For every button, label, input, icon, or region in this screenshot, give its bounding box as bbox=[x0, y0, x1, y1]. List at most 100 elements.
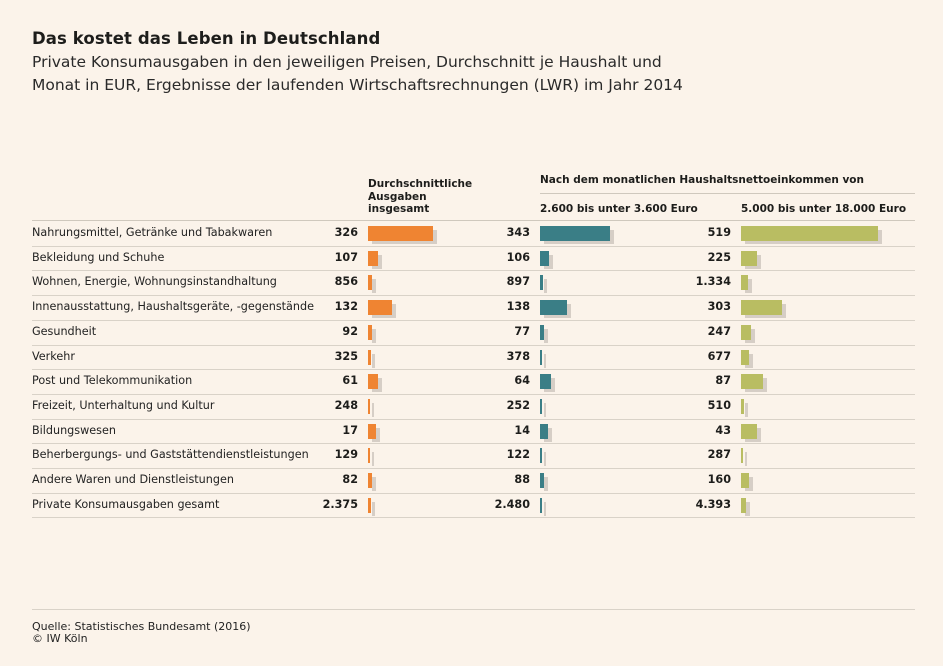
col3-header: 5.000 bis unter 18.000 Euro bbox=[741, 203, 907, 215]
category-label: Andere Waren und Dienstleistungen bbox=[32, 473, 234, 486]
row-divider bbox=[32, 245, 915, 247]
bar-fill bbox=[741, 448, 743, 464]
copyright-note: © IW Köln bbox=[32, 632, 88, 645]
value-label-col2: 343 bbox=[506, 226, 530, 239]
row-divider bbox=[32, 344, 915, 346]
value-label-col1: 17 bbox=[342, 423, 358, 437]
bar-shadow bbox=[372, 402, 375, 417]
bar-shadow bbox=[745, 402, 748, 417]
bar-fill bbox=[368, 324, 373, 340]
category-label: Freizeit, Unterhaltung und Kultur bbox=[32, 398, 215, 412]
value-label-col2: 138 bbox=[506, 300, 530, 314]
row-divider bbox=[32, 517, 915, 519]
category-label: Bildungswesen bbox=[32, 423, 116, 437]
bar-shadow bbox=[544, 452, 546, 467]
value-label-col3: 160 bbox=[707, 473, 731, 486]
bar-shadow bbox=[372, 501, 375, 516]
value-label-col3: 1.334 bbox=[695, 275, 731, 289]
value-label-col2: 106 bbox=[506, 250, 530, 264]
category-label: Verkehr bbox=[32, 349, 75, 363]
value-label-col1: 92 bbox=[342, 324, 358, 338]
row-divider bbox=[32, 443, 915, 445]
bar-fill bbox=[741, 374, 763, 390]
value-label-col2: 122 bbox=[506, 448, 530, 462]
category-label: Gesundheit bbox=[32, 324, 97, 338]
bar-shadow bbox=[372, 353, 375, 368]
subtitle-line-2: Monat in EUR, Ergebnisse der laufenden W… bbox=[32, 75, 683, 94]
bar-fill bbox=[540, 275, 544, 291]
bar-fill bbox=[368, 349, 371, 365]
value-label-col1: 129 bbox=[334, 448, 358, 462]
bar-fill bbox=[741, 473, 750, 488]
bar-fill bbox=[540, 300, 567, 316]
bar-fill bbox=[368, 250, 379, 266]
bar-shadow bbox=[544, 279, 548, 294]
value-label-col3: 303 bbox=[707, 300, 731, 314]
value-label-col3: 87 bbox=[715, 374, 731, 388]
category-label: Bekleidung und Schuhe bbox=[32, 250, 165, 264]
bar-fill bbox=[540, 250, 550, 266]
bar-fill bbox=[540, 448, 542, 464]
bar-shadow bbox=[745, 452, 747, 467]
bar-fill bbox=[741, 423, 758, 439]
value-label-col1: 61 bbox=[342, 374, 358, 388]
bar-fill bbox=[540, 226, 610, 241]
col1-header: Durchschnittliche Ausgaben insgesamt bbox=[368, 178, 472, 216]
bar-fill bbox=[540, 473, 544, 488]
category-label: Post und Telekommunikation bbox=[32, 374, 193, 388]
bar-fill bbox=[368, 497, 371, 513]
row-divider bbox=[32, 319, 915, 321]
category-label: Nahrungsmittel, Getränke und Tabakwaren bbox=[32, 226, 273, 239]
bar-fill bbox=[741, 349, 750, 365]
value-label-col3: 247 bbox=[707, 324, 731, 338]
value-label-col1: 325 bbox=[334, 349, 358, 363]
value-label-col1: 2.375 bbox=[322, 497, 358, 511]
value-label-col3: 4.393 bbox=[695, 497, 731, 511]
bar-fill bbox=[540, 423, 548, 439]
value-label-col1: 856 bbox=[334, 275, 358, 289]
bar-shadow bbox=[372, 477, 376, 491]
header-rule bbox=[32, 220, 915, 221]
group-header: Nach dem monatlichen Haushaltsnettoeinko… bbox=[540, 174, 864, 186]
value-label-col2: 64 bbox=[514, 374, 530, 388]
row-divider bbox=[32, 418, 915, 420]
bar-fill bbox=[368, 226, 434, 241]
bar-fill bbox=[741, 275, 748, 291]
value-label-col1: 107 bbox=[334, 250, 358, 264]
bar-fill bbox=[368, 398, 371, 414]
value-label-col3: 510 bbox=[707, 398, 731, 412]
bar-fill bbox=[741, 398, 744, 414]
bar-fill bbox=[368, 423, 377, 439]
bar-shadow bbox=[372, 452, 374, 467]
source-note: Quelle: Statistisches Bundesamt (2016) bbox=[32, 620, 251, 633]
bar-fill bbox=[368, 300, 393, 316]
bar-fill bbox=[741, 300, 783, 316]
bar-fill bbox=[540, 497, 543, 513]
bar-fill bbox=[540, 324, 544, 340]
bar-fill bbox=[540, 398, 543, 414]
chart-title: Das kostet das Leben in Deutschland bbox=[32, 29, 381, 48]
bar-fill bbox=[368, 374, 378, 390]
row-divider bbox=[32, 369, 915, 371]
value-label-col1: 132 bbox=[334, 300, 358, 314]
value-label-col3: 287 bbox=[707, 448, 731, 462]
bar-fill bbox=[540, 374, 551, 390]
bar-fill bbox=[368, 275, 372, 291]
bar-fill bbox=[368, 448, 370, 464]
subtitle-line-1: Private Konsumausgaben in den jeweiligen… bbox=[32, 53, 662, 71]
value-label-col1: 248 bbox=[334, 398, 358, 412]
bar-shadow bbox=[544, 402, 547, 417]
bar-fill bbox=[540, 349, 543, 365]
value-label-col3: 519 bbox=[707, 226, 731, 239]
value-label-col2: 2.480 bbox=[494, 497, 530, 511]
category-label: Wohnen, Energie, Wohnungsinstandhaltung bbox=[32, 275, 277, 289]
col1-header-line-2: Ausgaben bbox=[368, 190, 427, 203]
row-divider bbox=[32, 468, 915, 469]
bar-fill bbox=[741, 497, 747, 513]
value-label-col2: 897 bbox=[506, 275, 530, 289]
bar-fill bbox=[368, 473, 372, 488]
group-header-rule bbox=[540, 193, 915, 194]
col1-header-line-3: insgesamt bbox=[368, 203, 430, 215]
category-label: Innenausstattung, Haushaltsgeräte, -gege… bbox=[32, 300, 314, 314]
value-label-col2: 88 bbox=[514, 473, 530, 486]
